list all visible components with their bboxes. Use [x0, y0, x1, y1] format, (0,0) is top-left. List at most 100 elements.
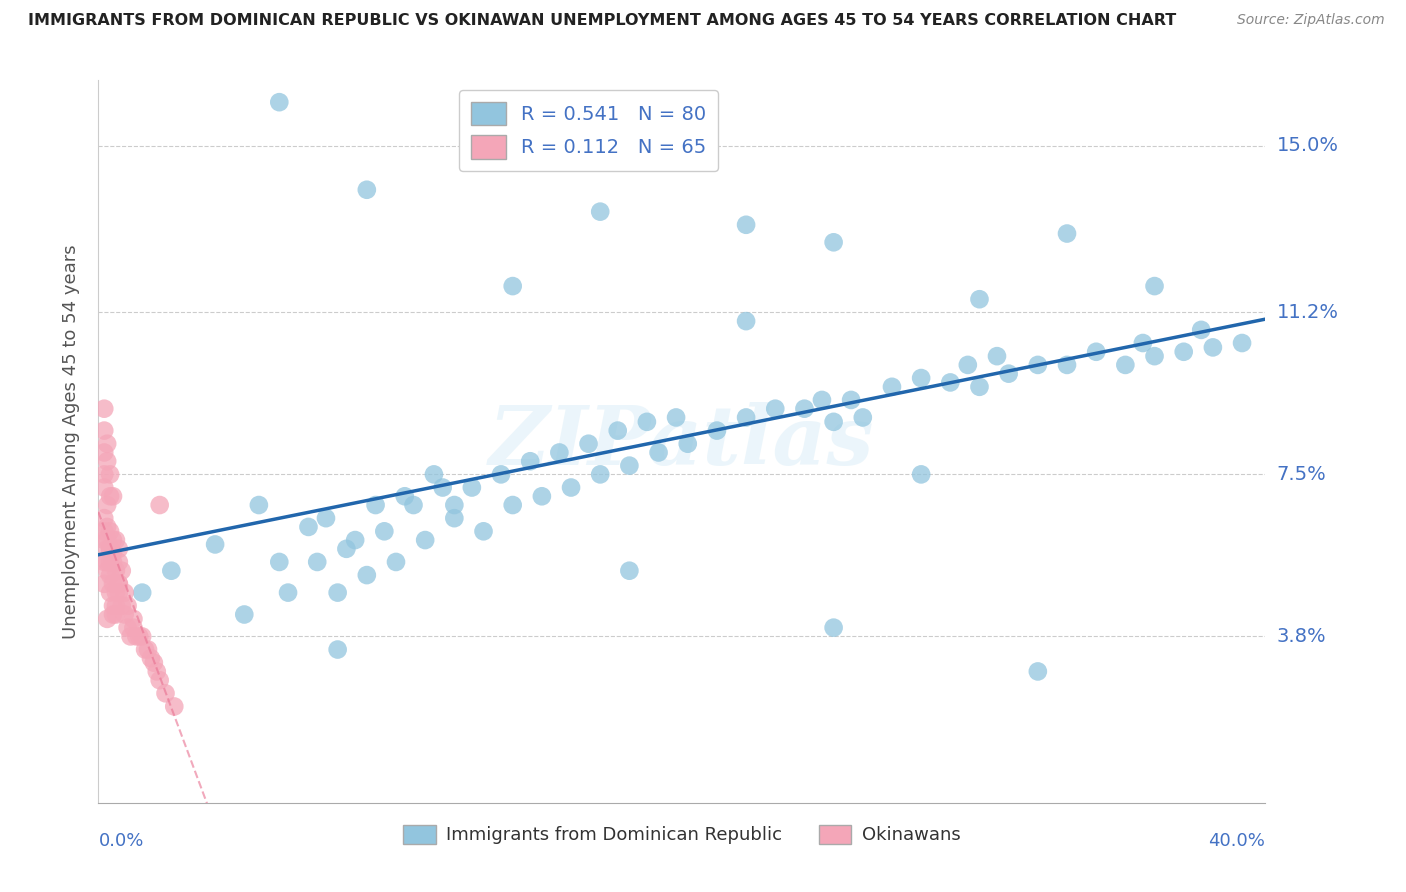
Point: [120, 629, 142, 643]
Point: [735, 314, 758, 328]
Point: [93, 424, 115, 438]
Point: [104, 533, 127, 547]
Point: [117, 621, 139, 635]
Point: [385, 555, 408, 569]
Point: [839, 392, 862, 407]
Point: [763, 401, 786, 416]
Point: [735, 218, 758, 232]
Point: [502, 279, 524, 293]
Point: [443, 511, 465, 525]
Point: [134, 642, 156, 657]
Point: [122, 612, 145, 626]
Point: [101, 607, 124, 622]
Point: [344, 533, 367, 547]
Point: [117, 599, 139, 613]
Point: [1143, 279, 1166, 293]
Point: [461, 481, 484, 495]
Point: [589, 204, 612, 219]
Point: [98, 524, 121, 539]
Point: [956, 358, 979, 372]
Point: [326, 642, 349, 657]
Point: [811, 392, 834, 407]
Point: [163, 699, 186, 714]
Point: [101, 546, 124, 560]
Point: [101, 577, 124, 591]
Point: [101, 489, 124, 503]
Point: [139, 651, 162, 665]
Point: [647, 445, 669, 459]
Point: [939, 376, 962, 390]
Point: [98, 541, 121, 556]
Point: [108, 541, 131, 556]
Point: [297, 520, 319, 534]
Point: [326, 585, 349, 599]
Point: [96, 612, 118, 626]
Point: [108, 555, 131, 569]
Point: [93, 511, 115, 525]
Point: [233, 607, 256, 622]
Point: [1026, 665, 1049, 679]
Point: [793, 401, 815, 416]
Point: [413, 533, 436, 547]
Point: [356, 183, 378, 197]
Point: [472, 524, 495, 539]
Point: [315, 511, 337, 525]
Point: [578, 436, 600, 450]
Point: [96, 541, 118, 556]
Point: [1056, 358, 1078, 372]
Point: [269, 555, 291, 569]
Point: [356, 568, 378, 582]
Point: [636, 415, 658, 429]
Point: [1202, 340, 1225, 354]
Point: [93, 481, 115, 495]
Point: [489, 467, 512, 482]
Point: [432, 481, 454, 495]
Point: [530, 489, 553, 503]
Point: [122, 621, 145, 635]
Point: [149, 498, 172, 512]
Point: [269, 95, 291, 110]
Point: [1085, 344, 1108, 359]
Point: [852, 410, 875, 425]
Point: [108, 577, 131, 591]
Point: [155, 686, 177, 700]
Point: [443, 498, 465, 512]
Point: [93, 445, 115, 459]
Point: [402, 498, 425, 512]
Point: [111, 564, 134, 578]
Point: [93, 577, 115, 591]
Text: 3.8%: 3.8%: [1277, 627, 1326, 646]
Point: [606, 424, 628, 438]
Point: [247, 498, 270, 512]
Point: [589, 467, 612, 482]
Point: [93, 401, 115, 416]
Point: [93, 524, 115, 539]
Text: 15.0%: 15.0%: [1277, 136, 1339, 155]
Point: [204, 537, 226, 551]
Point: [93, 533, 115, 547]
Point: [125, 629, 148, 643]
Text: 7.5%: 7.5%: [1277, 465, 1326, 483]
Point: [735, 410, 758, 425]
Point: [880, 380, 903, 394]
Point: [1114, 358, 1136, 372]
Point: [548, 445, 571, 459]
Text: IMMIGRANTS FROM DOMINICAN REPUBLIC VS OKINAWAN UNEMPLOYMENT AMONG AGES 45 TO 54 : IMMIGRANTS FROM DOMINICAN REPUBLIC VS OK…: [28, 13, 1177, 29]
Point: [394, 489, 416, 503]
Point: [823, 621, 845, 635]
Point: [131, 629, 153, 643]
Text: 40.0%: 40.0%: [1209, 831, 1265, 850]
Text: Source: ZipAtlas.com: Source: ZipAtlas.com: [1237, 13, 1385, 28]
Point: [114, 585, 136, 599]
Point: [96, 564, 118, 578]
Point: [136, 642, 159, 657]
Point: [823, 235, 845, 250]
Text: 0.0%: 0.0%: [98, 831, 143, 850]
Point: [676, 436, 699, 450]
Point: [114, 607, 136, 622]
Point: [104, 585, 127, 599]
Point: [108, 577, 131, 591]
Point: [619, 564, 641, 578]
Point: [98, 467, 121, 482]
Point: [502, 498, 524, 512]
